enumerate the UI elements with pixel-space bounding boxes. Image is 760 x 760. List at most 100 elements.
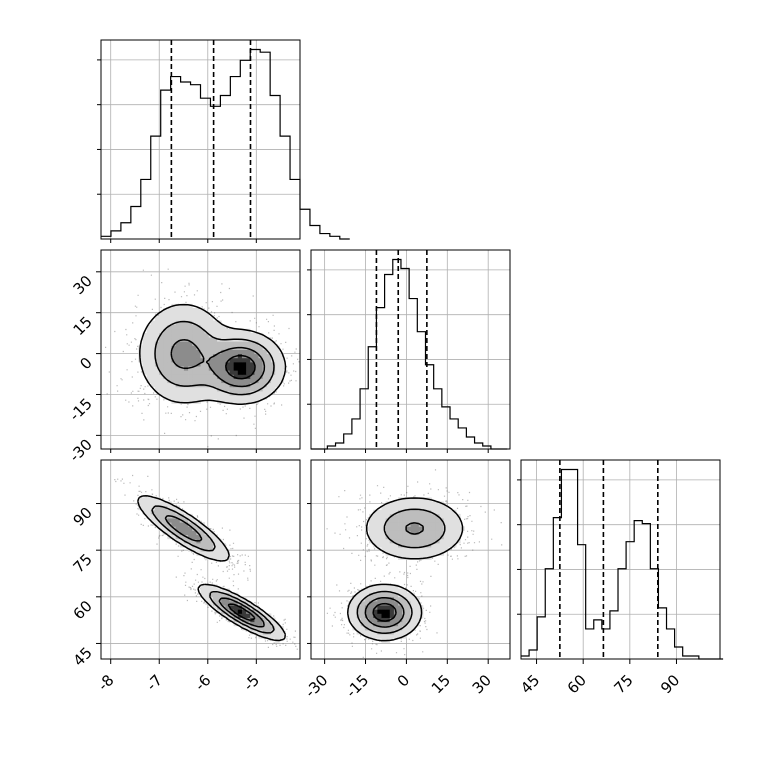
density-cell [352, 605, 358, 610]
density-cell [175, 337, 181, 342]
density-cell [237, 349, 243, 355]
density-cell [246, 370, 251, 375]
density-cell [159, 337, 164, 342]
density-cell [188, 378, 193, 384]
density-cell [179, 370, 185, 375]
density-cell [183, 361, 189, 367]
density-cell [398, 629, 403, 635]
density-cell [262, 390, 268, 396]
density-cell [254, 621, 259, 627]
density-cell [221, 555, 226, 560]
density-cell [410, 526, 416, 531]
density-cell [171, 509, 177, 515]
density-cell [266, 370, 272, 375]
density-cell [377, 526, 382, 531]
density-cell [179, 328, 185, 334]
density-cell [443, 505, 449, 511]
density-cell [275, 349, 280, 355]
density-cell [410, 538, 416, 544]
density-cell [398, 513, 403, 519]
density-cell [377, 584, 382, 589]
density-cell [146, 513, 152, 519]
density-cell [150, 345, 156, 350]
density-cell [402, 600, 407, 606]
density-cell [266, 374, 272, 379]
density-cell [270, 629, 276, 635]
density-cell [402, 534, 407, 540]
density-cell [204, 324, 210, 330]
density-cell [393, 526, 399, 531]
density-cell [389, 605, 395, 610]
density-cell [192, 337, 197, 342]
density-cell [414, 547, 420, 552]
density-cell [159, 526, 164, 531]
density-cell [406, 513, 411, 519]
density-cell [246, 386, 251, 392]
density-cell [163, 509, 168, 515]
density-cell [377, 542, 382, 548]
density-cell [398, 634, 403, 639]
density-cell [167, 316, 172, 321]
density-cell [398, 609, 403, 614]
density-cell [171, 308, 177, 313]
density-cell [175, 349, 181, 355]
density-cell [369, 588, 374, 594]
density-cell [398, 621, 403, 627]
density-cell [250, 337, 255, 342]
density-cell [246, 625, 251, 631]
density-cell [188, 395, 193, 400]
density-cell [163, 320, 168, 326]
density-cell [369, 534, 374, 540]
density-cell [406, 596, 411, 602]
density-cell [163, 501, 168, 507]
density-cell [188, 361, 193, 367]
density-cell [142, 341, 148, 346]
density-cell [192, 542, 197, 548]
density-cell [225, 353, 230, 359]
density-cell [179, 509, 185, 515]
density-cell [250, 361, 255, 367]
density-cell [439, 505, 445, 511]
density-cell [208, 361, 214, 367]
density-cell [275, 634, 280, 639]
density-cell [221, 353, 226, 359]
density-cell [175, 518, 181, 523]
density-cell [237, 366, 243, 371]
density-cell [431, 530, 436, 536]
density-cell [212, 584, 218, 589]
density-cell [356, 600, 362, 606]
density-cell [167, 526, 172, 531]
density-cell [373, 617, 378, 623]
density-cell [246, 366, 251, 371]
density-cell [175, 370, 181, 375]
density-cell [229, 366, 235, 371]
density-cell [146, 324, 152, 330]
density-cell [435, 526, 440, 531]
density-cell [237, 390, 243, 396]
density-cell [414, 600, 420, 606]
density-cell [258, 357, 264, 363]
density-cell [179, 530, 185, 536]
density-cell [398, 522, 403, 527]
density-cell [246, 378, 251, 384]
density-cell [229, 600, 235, 606]
density-cell [241, 386, 247, 392]
density-cell [447, 513, 453, 519]
density-cell [364, 617, 370, 623]
density-cell [410, 530, 416, 536]
density-cell [385, 600, 391, 606]
density-cell [179, 341, 185, 346]
density-cell [175, 395, 181, 400]
density-cell [279, 357, 284, 363]
density-cell [254, 382, 259, 388]
density-cell [406, 509, 411, 515]
density-cell [212, 341, 218, 346]
density-cell [262, 634, 268, 639]
density-cell [241, 341, 247, 346]
density-cell [414, 526, 420, 531]
density-cell [208, 551, 214, 556]
density-cell [422, 513, 428, 519]
density-cell [171, 390, 177, 396]
contour-line [372, 602, 397, 622]
density-cell [258, 613, 264, 618]
